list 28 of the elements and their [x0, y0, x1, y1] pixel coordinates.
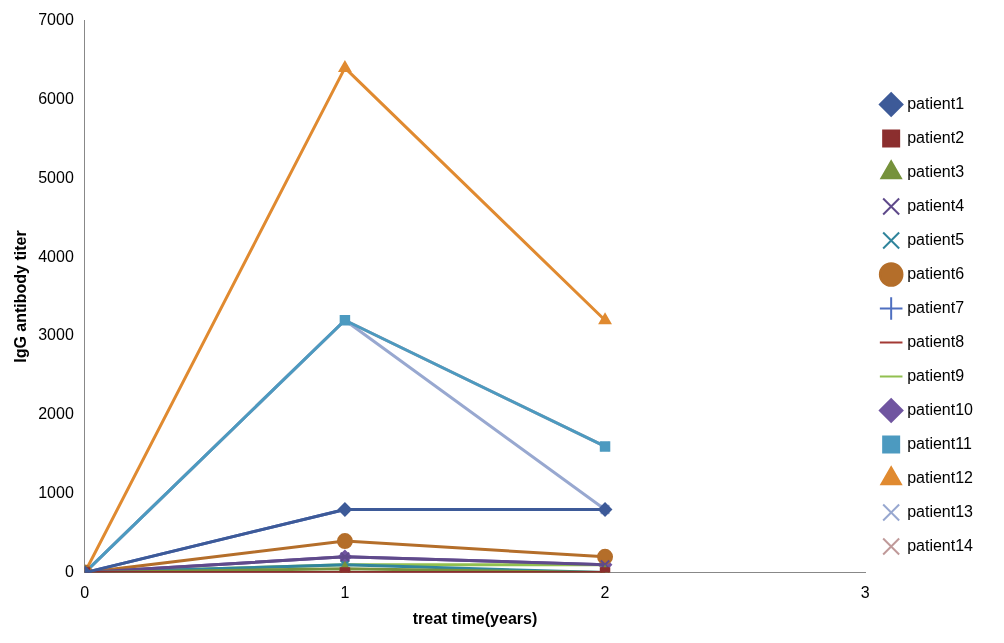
- legend-label: patient3: [907, 162, 965, 180]
- x-tick-label: 3: [860, 583, 870, 601]
- y-axis-title: IgG antibody titer: [12, 230, 30, 363]
- x-tick-label: 1: [340, 583, 350, 601]
- x-axis-title: treat time(years): [412, 609, 538, 627]
- legend-label: patient4: [907, 196, 965, 214]
- y-tick-label: 6000: [38, 89, 74, 107]
- legend-label: patient6: [907, 264, 965, 282]
- y-tick-label: 7000: [38, 11, 74, 29]
- legend-label: patient13: [907, 502, 974, 520]
- x-tick-label: 0: [80, 583, 90, 601]
- legend-label: patient12: [907, 468, 974, 486]
- y-tick-label: 2000: [38, 405, 74, 423]
- legend-label: patient10: [907, 400, 974, 418]
- legend-label: patient1: [907, 94, 965, 112]
- y-tick-label: 4000: [38, 247, 74, 265]
- y-tick-label: 1000: [38, 484, 74, 502]
- legend-label: patient9: [907, 366, 965, 384]
- legend-label: patient11: [907, 434, 972, 452]
- legend-label: patient14: [907, 536, 974, 554]
- y-tick-label: 0: [64, 563, 74, 581]
- legend-label: patient7: [907, 298, 965, 316]
- legend-label: patient8: [907, 332, 965, 350]
- x-tick-label: 2: [600, 583, 610, 601]
- legend-label: patient5: [907, 230, 965, 248]
- y-tick-label: 5000: [38, 168, 74, 186]
- legend-label: patient2: [907, 128, 965, 146]
- y-tick-label: 3000: [38, 326, 74, 344]
